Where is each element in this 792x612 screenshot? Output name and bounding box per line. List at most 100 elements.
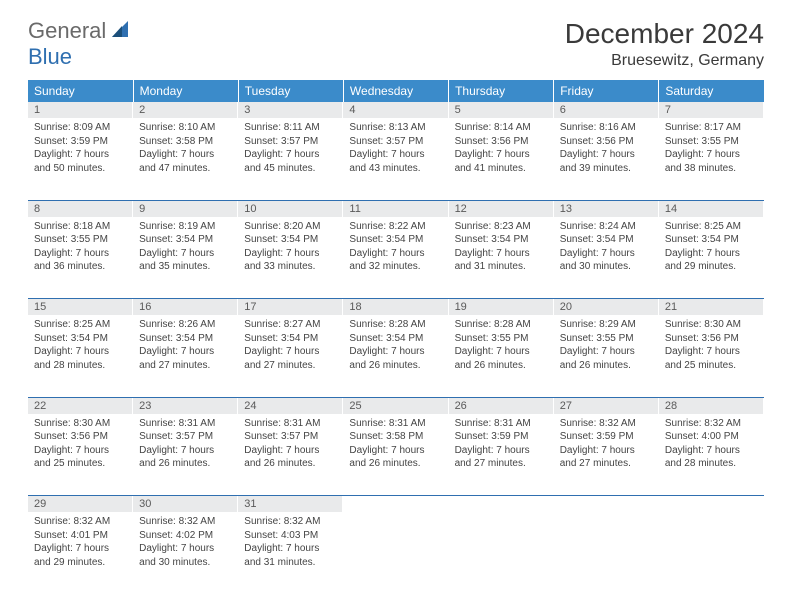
- daylight-line: Daylight: 7 hours and 26 minutes.: [560, 345, 653, 372]
- daylight-line: Daylight: 7 hours and 38 minutes.: [665, 148, 758, 175]
- day-cell: Sunrise: 8:19 AMSunset: 3:54 PMDaylight:…: [133, 217, 238, 280]
- daynum-row: 293031: [28, 496, 764, 513]
- daylight-line: Daylight: 7 hours and 47 minutes.: [139, 148, 232, 175]
- sunrise-line: Sunrise: 8:32 AM: [560, 417, 653, 431]
- day-cell: Sunrise: 8:22 AMSunset: 3:54 PMDaylight:…: [343, 217, 448, 280]
- day-cell: Sunrise: 8:18 AMSunset: 3:55 PMDaylight:…: [28, 217, 133, 280]
- sunset-line: Sunset: 3:57 PM: [244, 430, 337, 444]
- sunset-line: Sunset: 3:56 PM: [665, 332, 758, 346]
- daylight-line: Daylight: 7 hours and 36 minutes.: [34, 247, 127, 274]
- sunset-line: Sunset: 3:57 PM: [349, 135, 442, 149]
- day-number: 23: [133, 398, 238, 414]
- sunset-line: Sunset: 3:57 PM: [244, 135, 337, 149]
- sunset-line: Sunset: 3:56 PM: [455, 135, 548, 149]
- day-cell: Sunrise: 8:31 AMSunset: 3:58 PMDaylight:…: [343, 414, 448, 477]
- day-cell: Sunrise: 8:31 AMSunset: 3:59 PMDaylight:…: [449, 414, 554, 477]
- day-cell: Sunrise: 8:20 AMSunset: 3:54 PMDaylight:…: [238, 217, 343, 280]
- sunrise-line: Sunrise: 8:25 AM: [665, 220, 758, 234]
- logo-text-general: General: [28, 18, 106, 44]
- day-number: 4: [343, 102, 448, 118]
- day-number: 11: [343, 201, 448, 217]
- sunset-line: Sunset: 3:54 PM: [244, 332, 337, 346]
- day-number: 22: [28, 398, 133, 414]
- day-number: 19: [449, 299, 554, 315]
- day-number: 14: [659, 201, 764, 217]
- weekday-header-row: SundayMondayTuesdayWednesdayThursdayFrid…: [28, 80, 764, 102]
- logo-text-blue: Blue: [28, 44, 72, 69]
- sunset-line: Sunset: 3:54 PM: [349, 233, 442, 247]
- day-number: 10: [238, 201, 343, 217]
- daylight-line: Daylight: 7 hours and 27 minutes.: [455, 444, 548, 471]
- week-row: Sunrise: 8:09 AMSunset: 3:59 PMDaylight:…: [28, 118, 764, 200]
- day-cell: Sunrise: 8:32 AMSunset: 4:03 PMDaylight:…: [238, 512, 343, 575]
- month-title: December 2024: [565, 18, 764, 50]
- daynum-row: 891011121314: [28, 200, 764, 217]
- daylight-line: Daylight: 7 hours and 30 minutes.: [560, 247, 653, 274]
- day-number: 13: [554, 201, 659, 217]
- day-number: 1: [28, 102, 133, 118]
- sunset-line: Sunset: 3:54 PM: [560, 233, 653, 247]
- daylight-line: Daylight: 7 hours and 26 minutes.: [139, 444, 232, 471]
- day-number: 26: [449, 398, 554, 414]
- sunset-line: Sunset: 3:59 PM: [560, 430, 653, 444]
- day-number: 15: [28, 299, 133, 315]
- daylight-line: Daylight: 7 hours and 25 minutes.: [665, 345, 758, 372]
- sunrise-line: Sunrise: 8:31 AM: [244, 417, 337, 431]
- sunset-line: Sunset: 3:54 PM: [455, 233, 548, 247]
- day-number: 18: [343, 299, 448, 315]
- day-number: 17: [238, 299, 343, 315]
- day-number: 16: [133, 299, 238, 315]
- day-cell: Sunrise: 8:28 AMSunset: 3:54 PMDaylight:…: [343, 315, 448, 378]
- day-cell: Sunrise: 8:32 AMSunset: 3:59 PMDaylight:…: [554, 414, 659, 477]
- sunset-line: Sunset: 3:58 PM: [139, 135, 232, 149]
- day-number: 5: [449, 102, 554, 118]
- daylight-line: Daylight: 7 hours and 27 minutes.: [560, 444, 653, 471]
- sunset-line: Sunset: 3:56 PM: [560, 135, 653, 149]
- day-number: 25: [343, 398, 448, 414]
- day-number: 28: [659, 398, 764, 414]
- header: General December 2024 Bruesewitz, German…: [28, 18, 764, 70]
- day-number: 21: [659, 299, 764, 315]
- sunrise-line: Sunrise: 8:22 AM: [349, 220, 442, 234]
- weekday-header: Monday: [133, 80, 238, 102]
- daynum-row: 1234567: [28, 102, 764, 118]
- daylight-line: Daylight: 7 hours and 29 minutes.: [34, 542, 127, 569]
- sunrise-line: Sunrise: 8:31 AM: [349, 417, 442, 431]
- daynum-row: 15161718192021: [28, 299, 764, 316]
- day-cell: Sunrise: 8:26 AMSunset: 3:54 PMDaylight:…: [133, 315, 238, 378]
- logo-text-blue-wrap: Blue: [28, 44, 72, 70]
- logo-sail-icon: [110, 19, 130, 44]
- day-cell: Sunrise: 8:32 AMSunset: 4:00 PMDaylight:…: [659, 414, 764, 477]
- weekday-header: Thursday: [449, 80, 554, 102]
- day-cell: Sunrise: 8:31 AMSunset: 3:57 PMDaylight:…: [238, 414, 343, 477]
- daylight-line: Daylight: 7 hours and 32 minutes.: [349, 247, 442, 274]
- sunset-line: Sunset: 3:54 PM: [139, 233, 232, 247]
- daylight-line: Daylight: 7 hours and 26 minutes.: [455, 345, 548, 372]
- weekday-header: Saturday: [659, 80, 764, 102]
- calendar-table: SundayMondayTuesdayWednesdayThursdayFrid…: [28, 80, 764, 594]
- sunrise-line: Sunrise: 8:24 AM: [560, 220, 653, 234]
- day-number: 7: [659, 102, 764, 118]
- daylight-line: Daylight: 7 hours and 50 minutes.: [34, 148, 127, 175]
- day-cell: Sunrise: 8:28 AMSunset: 3:55 PMDaylight:…: [449, 315, 554, 378]
- sunset-line: Sunset: 3:56 PM: [34, 430, 127, 444]
- sunset-line: Sunset: 3:57 PM: [139, 430, 232, 444]
- daylight-line: Daylight: 7 hours and 41 minutes.: [455, 148, 548, 175]
- daylight-line: Daylight: 7 hours and 28 minutes.: [34, 345, 127, 372]
- day-cell: Sunrise: 8:30 AMSunset: 3:56 PMDaylight:…: [28, 414, 133, 477]
- day-cell: Sunrise: 8:32 AMSunset: 4:01 PMDaylight:…: [28, 512, 133, 575]
- sunrise-line: Sunrise: 8:28 AM: [455, 318, 548, 332]
- weekday-header: Sunday: [28, 80, 133, 102]
- sunrise-line: Sunrise: 8:19 AM: [139, 220, 232, 234]
- daynum-row: 22232425262728: [28, 397, 764, 414]
- sunrise-line: Sunrise: 8:31 AM: [139, 417, 232, 431]
- daylight-line: Daylight: 7 hours and 30 minutes.: [139, 542, 232, 569]
- day-cell: Sunrise: 8:13 AMSunset: 3:57 PMDaylight:…: [343, 118, 448, 181]
- day-number: 12: [449, 201, 554, 217]
- sunset-line: Sunset: 4:00 PM: [665, 430, 758, 444]
- sunrise-line: Sunrise: 8:32 AM: [244, 515, 337, 529]
- sunset-line: Sunset: 3:54 PM: [665, 233, 758, 247]
- day-number: 20: [554, 299, 659, 315]
- sunset-line: Sunset: 3:59 PM: [34, 135, 127, 149]
- daylight-line: Daylight: 7 hours and 27 minutes.: [244, 345, 337, 372]
